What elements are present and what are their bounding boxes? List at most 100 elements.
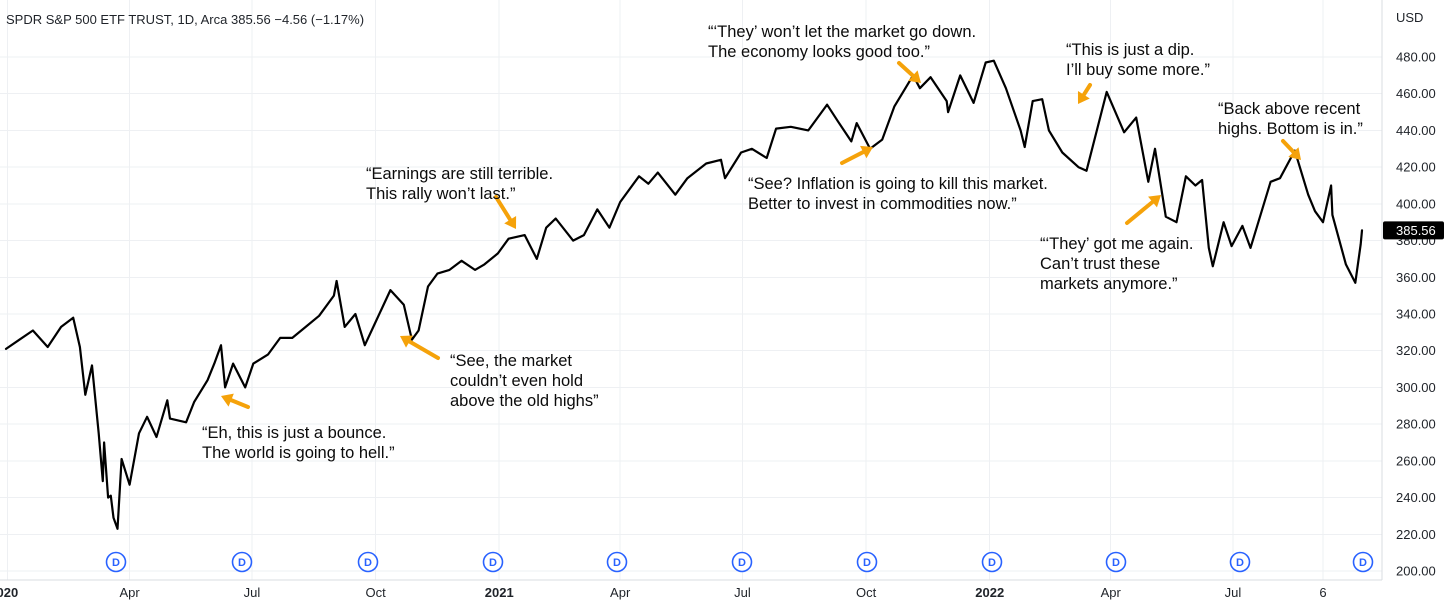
dividend-letter: D: [988, 557, 996, 569]
annotations: “Eh, this is just a bounce. The world is …: [202, 23, 1363, 462]
dividend-circle: [105, 551, 127, 573]
y-tick-label: 260.00: [1396, 453, 1436, 468]
annotation: “Eh, this is just a bounce. The world is …: [202, 424, 395, 462]
annotation-line: couldn’t even hold: [450, 372, 583, 390]
change-label: −4.56: [274, 12, 307, 27]
dividend-marker[interactable]: D: [231, 551, 253, 573]
annotation-arrows: [221, 61, 1301, 409]
annotation-line: I’ll buy some more.”: [1066, 61, 1210, 79]
symbol-name: SPDR S&P 500 ETF TRUST: [6, 12, 172, 27]
y-tick-label: 460.00: [1396, 86, 1436, 101]
svg-text:SPDR S&P 500 ETF TRUST, 1D, Ar: SPDR S&P 500 ETF TRUST, 1D, Arca 385.56 …: [6, 12, 364, 27]
y-tick-label: 300.00: [1396, 380, 1436, 395]
annotation-line: “‘They’ won’t let the market go down.: [708, 23, 976, 41]
dividend-circle: [1229, 551, 1251, 573]
dividend-marker[interactable]: D: [981, 551, 1003, 573]
last-price-badge-text: 385.56: [1396, 223, 1436, 238]
annotation-arrow: [400, 335, 440, 360]
dividend-letter: D: [1236, 557, 1244, 569]
x-tick-label: 020: [0, 585, 18, 600]
x-tick-label: Apr: [610, 585, 631, 600]
dividend-letter: D: [489, 557, 497, 569]
annotation-line: highs. Bottom is in.”: [1218, 120, 1363, 138]
arrow-head: [1148, 195, 1161, 208]
interval-label: 1D: [177, 12, 194, 27]
arrow-shaft: [840, 150, 866, 165]
y-tick-label: 440.00: [1396, 123, 1436, 138]
dividend-marker[interactable]: D: [1229, 551, 1251, 573]
x-tick-label: Oct: [365, 585, 386, 600]
time-axis[interactable]: 020 Apr Jul Oct 2021 Apr Jul Oct 2022 Apr Jul 6: [0, 585, 1327, 600]
dividend-circle: [1105, 551, 1127, 573]
annotation-line: above the old highs”: [450, 392, 599, 410]
change-pct-label: (−1.17%): [311, 12, 364, 27]
dividend-marker[interactable]: D: [1105, 551, 1127, 573]
annotation-line: “Earnings are still terrible.: [366, 165, 553, 183]
y-tick-label: 220.00: [1396, 527, 1436, 542]
chart-header: SPDR S&P 500 ETF TRUST, 1D, Arca 385.56 …: [6, 12, 364, 27]
arrow-head: [221, 393, 234, 407]
dividend-circle: [231, 551, 253, 573]
arrow-shaft: [407, 339, 440, 360]
arrow-head: [908, 70, 921, 83]
annotation-line: The world is going to hell.”: [202, 444, 395, 462]
arrow-head: [504, 215, 517, 229]
arrow-head: [1077, 90, 1090, 104]
currency-label: USD: [1396, 10, 1423, 25]
dividend-marker[interactable]: D: [105, 551, 127, 573]
y-tick-label: 280.00: [1396, 417, 1436, 432]
exchange-label: Arca: [201, 12, 229, 27]
annotation-line: Can’t trust these: [1040, 255, 1160, 273]
last-price-badge: 385.56: [1383, 221, 1444, 240]
y-tick-label: 320.00: [1396, 343, 1436, 358]
dividend-letter: D: [1112, 557, 1120, 569]
y-tick-label: 340.00: [1396, 307, 1436, 322]
dividend-circle: [981, 551, 1003, 573]
last-price-label: 385.56: [231, 12, 271, 27]
y-tick-label: 360.00: [1396, 270, 1436, 285]
y-tick-label: 480.00: [1396, 50, 1436, 65]
price-series: [4, 59, 1364, 530]
x-tick-label: Oct: [856, 585, 877, 600]
annotation: “‘They’ got me again. Can’t trust these ma…: [1040, 235, 1193, 293]
dividend-circle: [731, 551, 753, 573]
arrow-head: [860, 145, 873, 159]
y-tick-label: 200.00: [1396, 564, 1436, 579]
arrow-shaft: [1081, 83, 1092, 97]
dividend-marker[interactable]: D: [731, 551, 753, 573]
annotation-arrow: [897, 61, 921, 83]
annotation-line: “See? Inflation is going to kill this ma…: [748, 175, 1048, 193]
header-separator-1: ,: [170, 12, 177, 27]
annotation-arrow: [1281, 139, 1301, 160]
dividend-circle: [482, 551, 504, 573]
annotation: “See, the market couldn’t even hold above …: [450, 352, 599, 410]
annotation-line: markets anymore.”: [1040, 275, 1178, 293]
dividend-circle: [856, 551, 878, 573]
arrow-shaft: [229, 398, 250, 409]
y-tick-label: 420.00: [1396, 160, 1436, 175]
arrow-shaft: [1281, 139, 1296, 155]
dividend-letter: D: [238, 557, 246, 569]
dividend-letter: D: [364, 557, 372, 569]
dividend-circle: [606, 551, 628, 573]
dividend-marker[interactable]: D: [357, 551, 379, 573]
dividend-marker[interactable]: D: [856, 551, 878, 573]
annotation-arrow: [221, 393, 250, 409]
arrow-head: [1288, 147, 1301, 160]
annotation-line: “Back above recent: [1218, 100, 1361, 118]
annotation: “Earnings are still terrible. This rally …: [366, 165, 553, 203]
annotation: “This is just a dip. I’ll buy some more.”: [1066, 41, 1210, 79]
dividend-circle: [357, 551, 379, 573]
dividend-letter: D: [1359, 557, 1367, 569]
arrow-head: [400, 335, 414, 348]
dividend-marker[interactable]: D: [1352, 551, 1374, 573]
annotation-line: “This is just a dip.: [1066, 41, 1194, 59]
price-axis[interactable]: 480.00460.00440.00420.00400.00380.00360.…: [1396, 50, 1436, 579]
x-tick-label: Apr: [120, 585, 141, 600]
annotation: “Back above recent highs. Bottom is in.”: [1218, 100, 1363, 138]
dividend-marker[interactable]: D: [606, 551, 628, 573]
dividend-marker[interactable]: D: [482, 551, 504, 573]
last-price-badge-box: [1383, 221, 1444, 240]
